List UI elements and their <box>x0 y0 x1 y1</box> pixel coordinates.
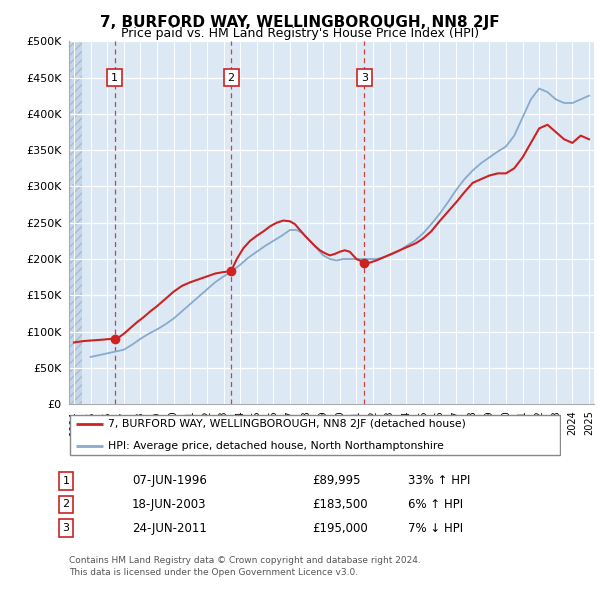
Text: Price paid vs. HM Land Registry's House Price Index (HPI): Price paid vs. HM Land Registry's House … <box>121 27 479 40</box>
Text: 24-JUN-2011: 24-JUN-2011 <box>132 522 207 535</box>
Text: 2: 2 <box>62 500 70 509</box>
Text: 2: 2 <box>227 73 235 83</box>
Text: £183,500: £183,500 <box>312 498 368 511</box>
Text: £195,000: £195,000 <box>312 522 368 535</box>
Text: 3: 3 <box>62 523 70 533</box>
Text: 07-JUN-1996: 07-JUN-1996 <box>132 474 207 487</box>
Text: 7% ↓ HPI: 7% ↓ HPI <box>408 522 463 535</box>
Text: 7, BURFORD WAY, WELLINGBOROUGH, NN8 2JF (detached house): 7, BURFORD WAY, WELLINGBOROUGH, NN8 2JF … <box>109 419 466 429</box>
Text: HPI: Average price, detached house, North Northamptonshire: HPI: Average price, detached house, Nort… <box>109 441 444 451</box>
Text: 33% ↑ HPI: 33% ↑ HPI <box>408 474 470 487</box>
FancyBboxPatch shape <box>70 415 560 455</box>
Text: 3: 3 <box>361 73 368 83</box>
Text: 18-JUN-2003: 18-JUN-2003 <box>132 498 206 511</box>
Text: 1: 1 <box>111 73 118 83</box>
Text: Contains HM Land Registry data © Crown copyright and database right 2024.
This d: Contains HM Land Registry data © Crown c… <box>69 556 421 577</box>
Text: 1: 1 <box>62 476 70 486</box>
Text: 7, BURFORD WAY, WELLINGBOROUGH, NN8 2JF: 7, BURFORD WAY, WELLINGBOROUGH, NN8 2JF <box>100 15 500 30</box>
Text: £89,995: £89,995 <box>312 474 361 487</box>
Text: 6% ↑ HPI: 6% ↑ HPI <box>408 498 463 511</box>
